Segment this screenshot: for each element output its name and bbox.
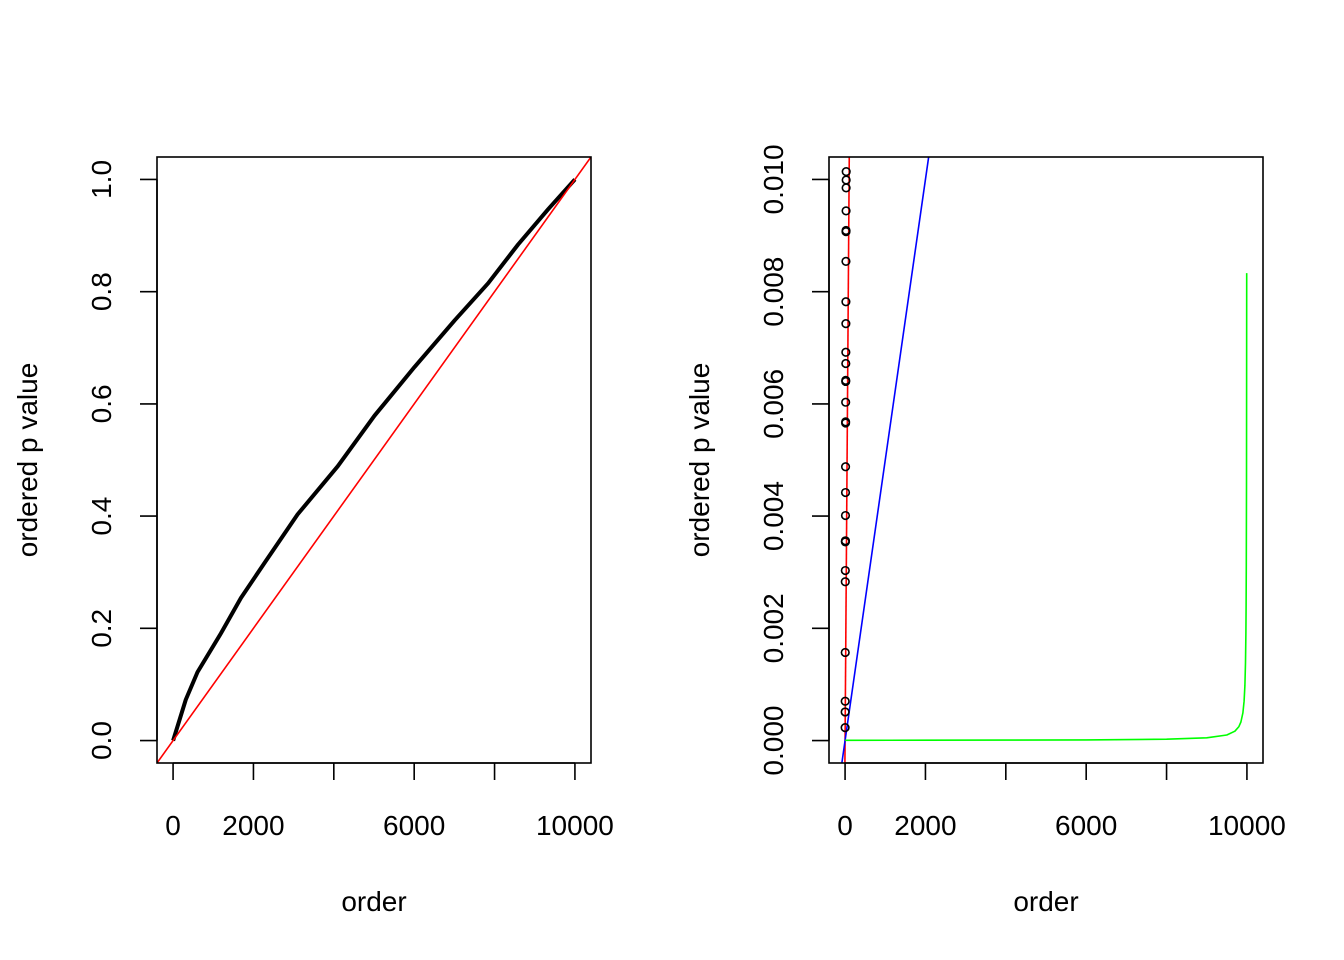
data-point: [841, 319, 851, 329]
x-tick-label: 6000: [383, 810, 445, 841]
x-tick-label: 6000: [1055, 810, 1117, 841]
x-axis-title: order: [341, 886, 406, 917]
data-point: [841, 166, 851, 177]
data-point: [840, 647, 850, 658]
x-tick-label: 0: [837, 810, 853, 841]
y-tick-label: 0.010: [758, 144, 789, 214]
x-tick-label: 0: [165, 810, 181, 841]
data-point: [841, 417, 851, 427]
data-point: [840, 565, 850, 576]
data-point: [840, 510, 851, 521]
x-axis: 0 2000 6000 10000: [165, 762, 614, 841]
panel-1: 0 2000 6000 10000 0.0 0.2 0.4 0.6 0.8 1.0 order ord…: [12, 156, 614, 917]
data-point: [840, 707, 850, 717]
y-axis: 0.0 0.2 0.4 0.6 0.8 1.0: [86, 160, 158, 760]
y-tick-label: 0.8: [86, 272, 117, 311]
x-axis-title: order: [1013, 886, 1078, 917]
data-point: [840, 696, 850, 706]
y-tick-label: 1.0: [86, 160, 117, 199]
x-tick-label: 10000: [1208, 810, 1286, 841]
y-tick-label: 0.4: [86, 497, 117, 536]
y-tick-label: 0.000: [758, 706, 789, 776]
plot-area: [840, 157, 1248, 763]
y-axis: 0.000 0.002 0.004 0.006 0.008 0.010: [758, 144, 830, 776]
panel-2: 0 2000 6000 100000.0000.0020.0040.0060.0080…: [684, 144, 1286, 917]
reference-line-1: [157, 157, 591, 763]
x-tick-label: 10000: [536, 810, 614, 841]
data-point: [841, 347, 851, 357]
data-point: [840, 487, 851, 498]
data-point: [841, 256, 851, 266]
data-point: [841, 206, 851, 216]
data-point: [840, 723, 850, 733]
y-axis-title: ordered p value: [684, 363, 715, 558]
y-tick-label: 0.0: [86, 721, 117, 760]
data-point: [841, 397, 851, 407]
x-tick-label: 2000: [222, 810, 284, 841]
data-point: [841, 175, 851, 185]
data-point: [840, 462, 851, 472]
data-point: [840, 577, 850, 587]
y-tick-label: 0.6: [86, 384, 117, 423]
data-point: [841, 297, 851, 307]
y-tick-label: 0.006: [758, 369, 789, 439]
plot-area: [157, 157, 591, 763]
data-point: [841, 225, 851, 236]
reference-line-0: [844, 157, 851, 763]
y-tick-label: 0.2: [86, 609, 117, 648]
data-point: [840, 536, 851, 546]
data-point: [841, 358, 851, 369]
plot-frame: [828, 156, 1264, 764]
data-line-2: [845, 273, 1248, 742]
y-tick-label: 0.004: [758, 481, 789, 551]
x-axis: 0 2000 6000 10000: [837, 762, 1286, 841]
reference-line-1: [841, 157, 930, 763]
x-tick-label: 2000: [894, 810, 956, 841]
y-tick-label: 0.008: [758, 257, 789, 327]
y-axis-title: ordered p value: [12, 363, 43, 558]
y-tick-label: 0.002: [758, 593, 789, 663]
data-point: [841, 375, 851, 385]
data-line-0: [171, 178, 577, 742]
